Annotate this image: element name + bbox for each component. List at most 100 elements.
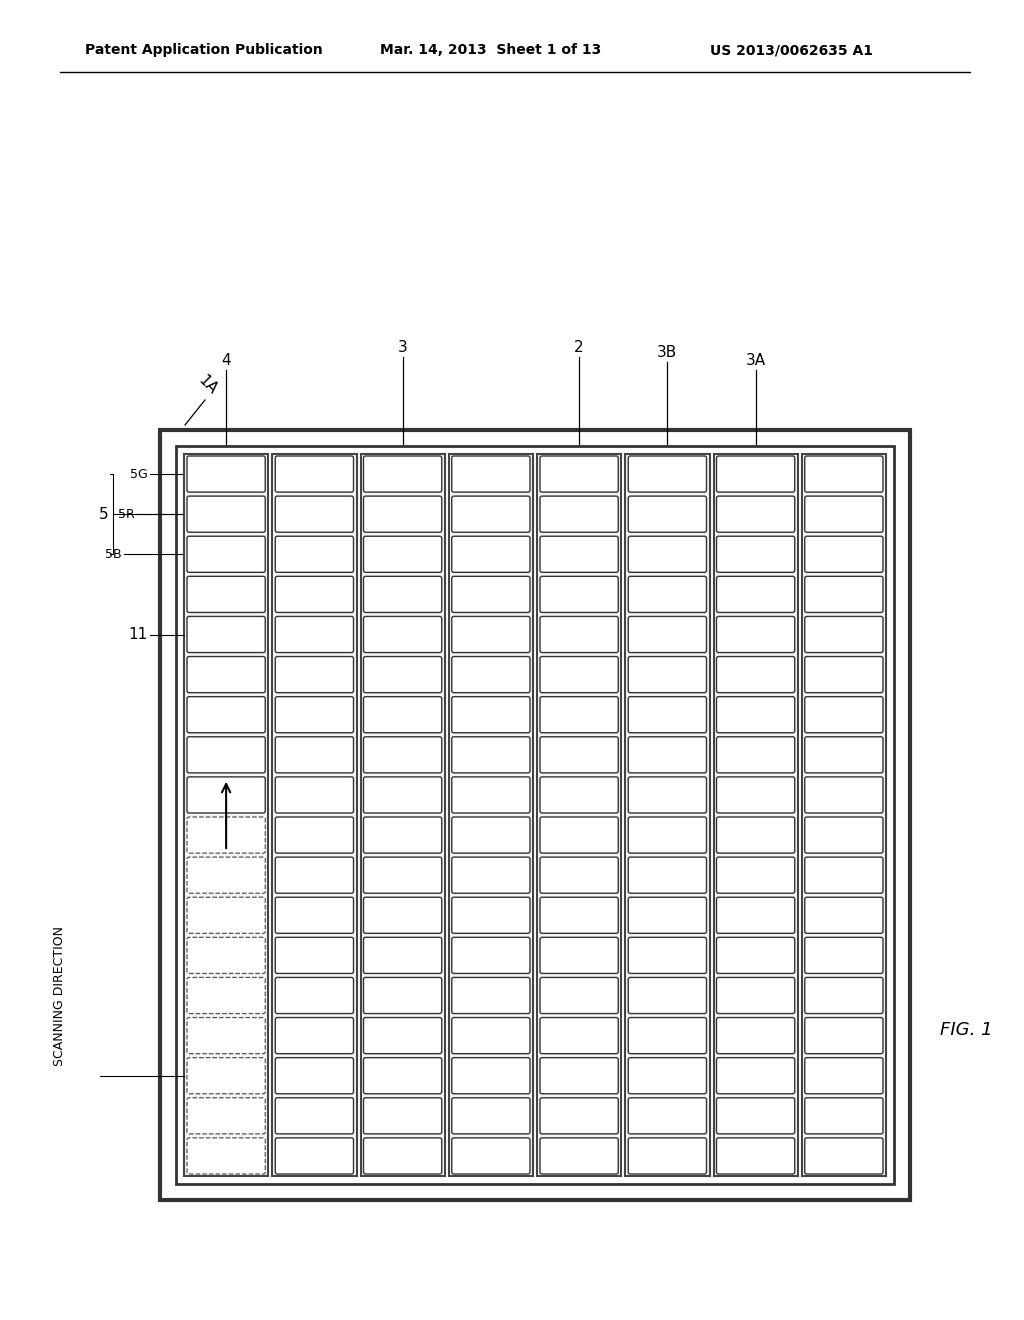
FancyBboxPatch shape [364,737,441,774]
Text: 5B: 5B [105,548,122,561]
FancyBboxPatch shape [452,496,530,532]
FancyBboxPatch shape [275,656,353,693]
FancyBboxPatch shape [805,656,883,693]
FancyBboxPatch shape [540,577,618,612]
FancyBboxPatch shape [364,536,441,573]
Bar [184,454,268,1176]
FancyBboxPatch shape [275,616,353,652]
FancyBboxPatch shape [275,937,353,973]
Text: Mar. 14, 2013  Sheet 1 of 13: Mar. 14, 2013 Sheet 1 of 13 [380,44,601,57]
FancyBboxPatch shape [275,455,353,492]
FancyBboxPatch shape [187,536,265,573]
FancyBboxPatch shape [717,937,795,973]
FancyBboxPatch shape [805,616,883,652]
FancyBboxPatch shape [629,777,707,813]
FancyBboxPatch shape [452,536,530,573]
Text: 5R: 5R [118,508,135,520]
Text: 3A: 3A [745,352,766,368]
FancyBboxPatch shape [805,1057,883,1094]
Text: SCANNING DIRECTION: SCANNING DIRECTION [53,925,67,1065]
FancyBboxPatch shape [275,496,353,532]
FancyBboxPatch shape [364,1138,441,1173]
Bar [714,454,798,1176]
FancyBboxPatch shape [275,1018,353,1053]
FancyBboxPatch shape [540,1138,618,1173]
FancyBboxPatch shape [364,656,441,693]
FancyBboxPatch shape [364,1057,441,1094]
FancyBboxPatch shape [805,455,883,492]
FancyBboxPatch shape [629,898,707,933]
FancyBboxPatch shape [364,577,441,612]
FancyBboxPatch shape [187,898,265,933]
FancyBboxPatch shape [275,577,353,612]
FancyBboxPatch shape [540,1018,618,1053]
FancyBboxPatch shape [187,1057,265,1094]
FancyBboxPatch shape [187,496,265,532]
Bar [626,454,710,1176]
FancyBboxPatch shape [717,656,795,693]
FancyBboxPatch shape [629,1138,707,1173]
FancyBboxPatch shape [364,1098,441,1134]
FancyBboxPatch shape [717,697,795,733]
FancyBboxPatch shape [540,898,618,933]
FancyBboxPatch shape [187,1098,265,1134]
FancyBboxPatch shape [805,898,883,933]
FancyBboxPatch shape [540,777,618,813]
FancyBboxPatch shape [364,616,441,652]
FancyBboxPatch shape [275,857,353,894]
FancyBboxPatch shape [629,616,707,652]
FancyBboxPatch shape [540,817,618,853]
FancyBboxPatch shape [717,496,795,532]
FancyBboxPatch shape [452,1057,530,1094]
FancyBboxPatch shape [187,1018,265,1053]
FancyBboxPatch shape [540,697,618,733]
FancyBboxPatch shape [187,937,265,973]
FancyBboxPatch shape [717,817,795,853]
FancyBboxPatch shape [805,737,883,774]
FancyBboxPatch shape [187,455,265,492]
FancyBboxPatch shape [364,857,441,894]
Text: 2: 2 [574,341,584,355]
FancyBboxPatch shape [452,1018,530,1053]
FancyBboxPatch shape [187,857,265,894]
FancyBboxPatch shape [717,536,795,573]
FancyBboxPatch shape [452,898,530,933]
Text: Patent Application Publication: Patent Application Publication [85,44,323,57]
FancyBboxPatch shape [452,777,530,813]
FancyBboxPatch shape [452,1098,530,1134]
FancyBboxPatch shape [452,857,530,894]
Bar [272,454,356,1176]
FancyBboxPatch shape [629,1057,707,1094]
FancyBboxPatch shape [187,1138,265,1173]
Text: 3: 3 [397,341,408,355]
FancyBboxPatch shape [805,817,883,853]
FancyBboxPatch shape [805,1138,883,1173]
FancyBboxPatch shape [540,1098,618,1134]
FancyBboxPatch shape [629,697,707,733]
FancyBboxPatch shape [540,737,618,774]
FancyBboxPatch shape [805,857,883,894]
FancyBboxPatch shape [364,977,441,1014]
FancyBboxPatch shape [629,857,707,894]
FancyBboxPatch shape [717,1138,795,1173]
FancyBboxPatch shape [452,455,530,492]
FancyBboxPatch shape [717,577,795,612]
FancyBboxPatch shape [805,777,883,813]
FancyBboxPatch shape [275,777,353,813]
FancyBboxPatch shape [629,577,707,612]
FancyBboxPatch shape [540,496,618,532]
FancyBboxPatch shape [364,777,441,813]
FancyBboxPatch shape [629,536,707,573]
FancyBboxPatch shape [717,737,795,774]
FancyBboxPatch shape [364,1018,441,1053]
Bar [160,430,910,1200]
FancyBboxPatch shape [364,937,441,973]
FancyBboxPatch shape [187,577,265,612]
FancyBboxPatch shape [717,977,795,1014]
FancyBboxPatch shape [540,977,618,1014]
FancyBboxPatch shape [187,616,265,652]
FancyBboxPatch shape [187,656,265,693]
Bar [802,454,886,1176]
FancyBboxPatch shape [540,455,618,492]
FancyBboxPatch shape [452,697,530,733]
